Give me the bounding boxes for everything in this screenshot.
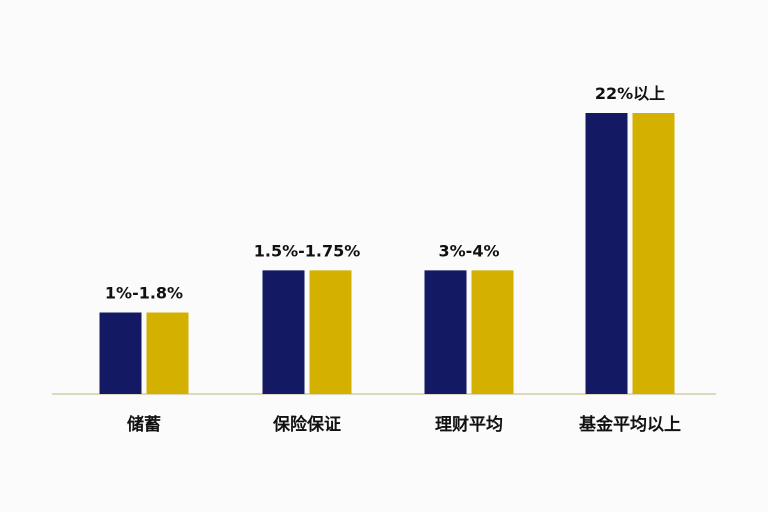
category-label-0: 储蓄 [127, 414, 161, 435]
category-label-2: 理财平均 [435, 414, 503, 435]
bar-navy-0 [99, 312, 142, 394]
bar-gold-3 [632, 113, 675, 394]
category-label-3: 基金平均以上 [578, 414, 681, 435]
bar-gold-2 [471, 270, 514, 394]
category-label-1: 保险保证 [272, 414, 341, 435]
bar-navy-2 [424, 270, 467, 394]
data-label-0: 1%-1.8% [105, 284, 183, 303]
bar-navy-1 [262, 270, 305, 394]
bar-gold-0 [146, 312, 189, 394]
data-label-3: 22%以上 [595, 84, 665, 103]
data-label-1: 1.5%-1.75% [254, 241, 361, 260]
bar-navy-3 [585, 113, 628, 394]
data-label-2: 3%-4% [439, 241, 500, 260]
bar-gold-1 [309, 270, 352, 394]
